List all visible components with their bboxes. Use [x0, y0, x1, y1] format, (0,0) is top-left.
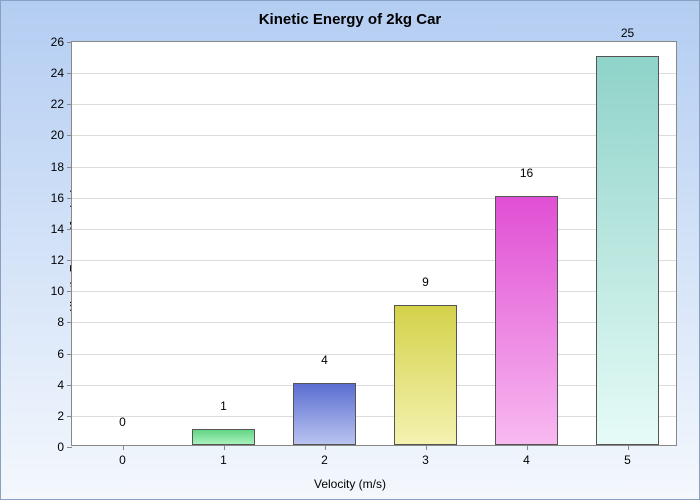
- gridline: [72, 354, 676, 355]
- y-tick-mark: [67, 167, 72, 168]
- gridline: [72, 385, 676, 386]
- bar: [596, 56, 659, 445]
- y-tick-mark: [67, 198, 72, 199]
- gridline: [72, 104, 676, 105]
- bar: [495, 196, 558, 445]
- x-tick-mark: [527, 445, 528, 450]
- x-tick-mark: [123, 445, 124, 450]
- x-tick-mark: [628, 445, 629, 450]
- x-tick-mark: [325, 445, 326, 450]
- gridline: [72, 135, 676, 136]
- bar-value-label: 9: [422, 275, 429, 289]
- y-tick-label: 6: [57, 347, 64, 361]
- y-tick-mark: [67, 416, 72, 417]
- gridline: [72, 291, 676, 292]
- bar-value-label: 1: [220, 399, 227, 413]
- bar-value-label: 25: [621, 26, 634, 40]
- x-tick-mark: [224, 445, 225, 450]
- y-tick-mark: [67, 135, 72, 136]
- y-tick-label: 0: [57, 440, 64, 454]
- y-tick-label: 4: [57, 378, 64, 392]
- y-tick-mark: [67, 291, 72, 292]
- x-tick-label: 2: [321, 453, 328, 467]
- y-tick-label: 12: [51, 253, 64, 267]
- x-tick-label: 0: [119, 453, 126, 467]
- bar-value-label: 0: [119, 415, 126, 429]
- y-tick-label: 16: [51, 191, 64, 205]
- y-tick-mark: [67, 447, 72, 448]
- gridline: [72, 73, 676, 74]
- bar: [394, 305, 457, 445]
- y-tick-label: 10: [51, 284, 64, 298]
- y-tick-mark: [67, 385, 72, 386]
- x-tick-label: 5: [624, 453, 631, 467]
- x-tick-label: 1: [220, 453, 227, 467]
- gridline: [72, 322, 676, 323]
- gridline: [72, 229, 676, 230]
- y-tick-label: 22: [51, 97, 64, 111]
- chart-title: Kinetic Energy of 2kg Car: [1, 11, 699, 28]
- gridline: [72, 416, 676, 417]
- x-tick-mark: [426, 445, 427, 450]
- x-tick-label: 4: [523, 453, 530, 467]
- bar-value-label: 4: [321, 353, 328, 367]
- y-tick-mark: [67, 104, 72, 105]
- y-tick-mark: [67, 260, 72, 261]
- y-tick-label: 20: [51, 128, 64, 142]
- plot-area: 0246810121416182022242600114293164255: [71, 41, 677, 446]
- y-tick-mark: [67, 73, 72, 74]
- y-tick-label: 14: [51, 222, 64, 236]
- bar: [293, 383, 356, 445]
- chart-container: Kinetic Energy of 2kg Car Kinetic Energy…: [0, 0, 700, 500]
- bar: [192, 429, 255, 445]
- y-tick-label: 24: [51, 66, 64, 80]
- y-tick-label: 2: [57, 409, 64, 423]
- gridline: [72, 167, 676, 168]
- x-tick-label: 3: [422, 453, 429, 467]
- y-tick-mark: [67, 354, 72, 355]
- y-tick-mark: [67, 322, 72, 323]
- y-tick-label: 26: [51, 35, 64, 49]
- x-axis-label: Velocity (m/s): [1, 477, 699, 491]
- y-tick-mark: [67, 42, 72, 43]
- bar-value-label: 16: [520, 166, 533, 180]
- gridline: [72, 260, 676, 261]
- y-tick-label: 8: [57, 315, 64, 329]
- y-tick-label: 18: [51, 160, 64, 174]
- y-tick-mark: [67, 229, 72, 230]
- gridline: [72, 198, 676, 199]
